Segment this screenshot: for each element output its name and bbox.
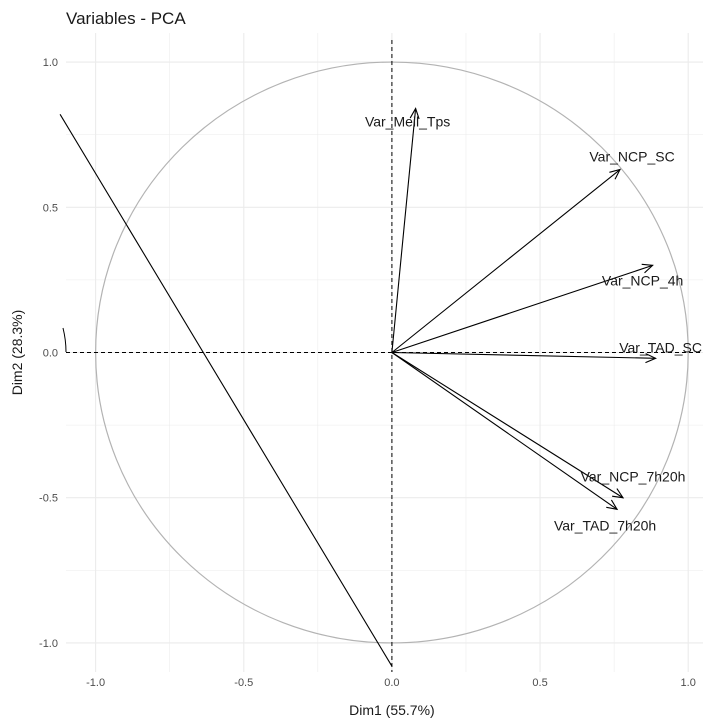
arrow-var-ncp-7h20h	[391, 352, 624, 499]
arc-fragment	[62, 327, 67, 353]
label-var-ncp-4h: Var_NCP_4h	[602, 272, 683, 288]
label-var-ncp-sc: Var_NCP_SC	[589, 149, 674, 165]
arrowhead-var-tad-sc	[645, 353, 657, 364]
label-var-tad-sc: Var_TAD_SC	[619, 339, 702, 355]
y-tick-label: 1.0	[43, 57, 58, 69]
variable-labels: Var_Meil_Tps Var_NCP_SC Var_NCP_4h Var_TAD_…	[365, 114, 702, 534]
arrow-var-ncp-sc	[391, 169, 621, 353]
arrowhead-var-ncp-sc	[609, 168, 622, 180]
variable-arrows	[391, 107, 657, 511]
arrowhead-var-tad-7h20h	[606, 499, 619, 511]
label-var-meil-tps: Var_Meil_Tps	[365, 114, 450, 130]
arrowhead-var-ncp-7h20h	[612, 488, 625, 499]
arrowhead-var-meil-tps	[409, 107, 420, 120]
x-axis-title: Dim1 (55.7%)	[349, 702, 435, 718]
y-tick-label: 0.5	[43, 202, 58, 214]
zero-axes	[66, 40, 703, 672]
y-tick-label: 0.0	[43, 348, 58, 360]
x-tick-label: -1.0	[86, 677, 105, 689]
label-var-ncp-7h20h: Var_NCP_7h20h	[581, 469, 686, 485]
arrow-var-ncp-4h	[391, 264, 653, 354]
x-tick-label: 1.0	[681, 677, 696, 689]
y-axis-title: Dim2 (28.3%)	[9, 310, 25, 396]
tick-labels: -1.0 -0.5 0.0 0.5 1.0 1.0 0.5 0.0 -0.5 -1.0	[39, 57, 696, 689]
x-tick-label: 0.5	[532, 677, 547, 689]
y-tick-label: -0.5	[39, 493, 58, 505]
arrow-var-tad-sc	[391, 351, 656, 359]
diagonal-line	[59, 114, 393, 667]
x-tick-label: -0.5	[234, 677, 253, 689]
label-var-tad-7h20h: Var_TAD_7h20h	[554, 517, 656, 533]
arrow-var-tad-7h20h	[391, 352, 618, 510]
x-tick-label: 0.0	[384, 677, 399, 689]
arrow-var-meil-tps	[391, 108, 417, 353]
y-tick-label: -1.0	[39, 638, 58, 650]
arrowhead-var-ncp-4h	[641, 263, 654, 274]
chart-title: Variables - PCA	[66, 9, 186, 28]
